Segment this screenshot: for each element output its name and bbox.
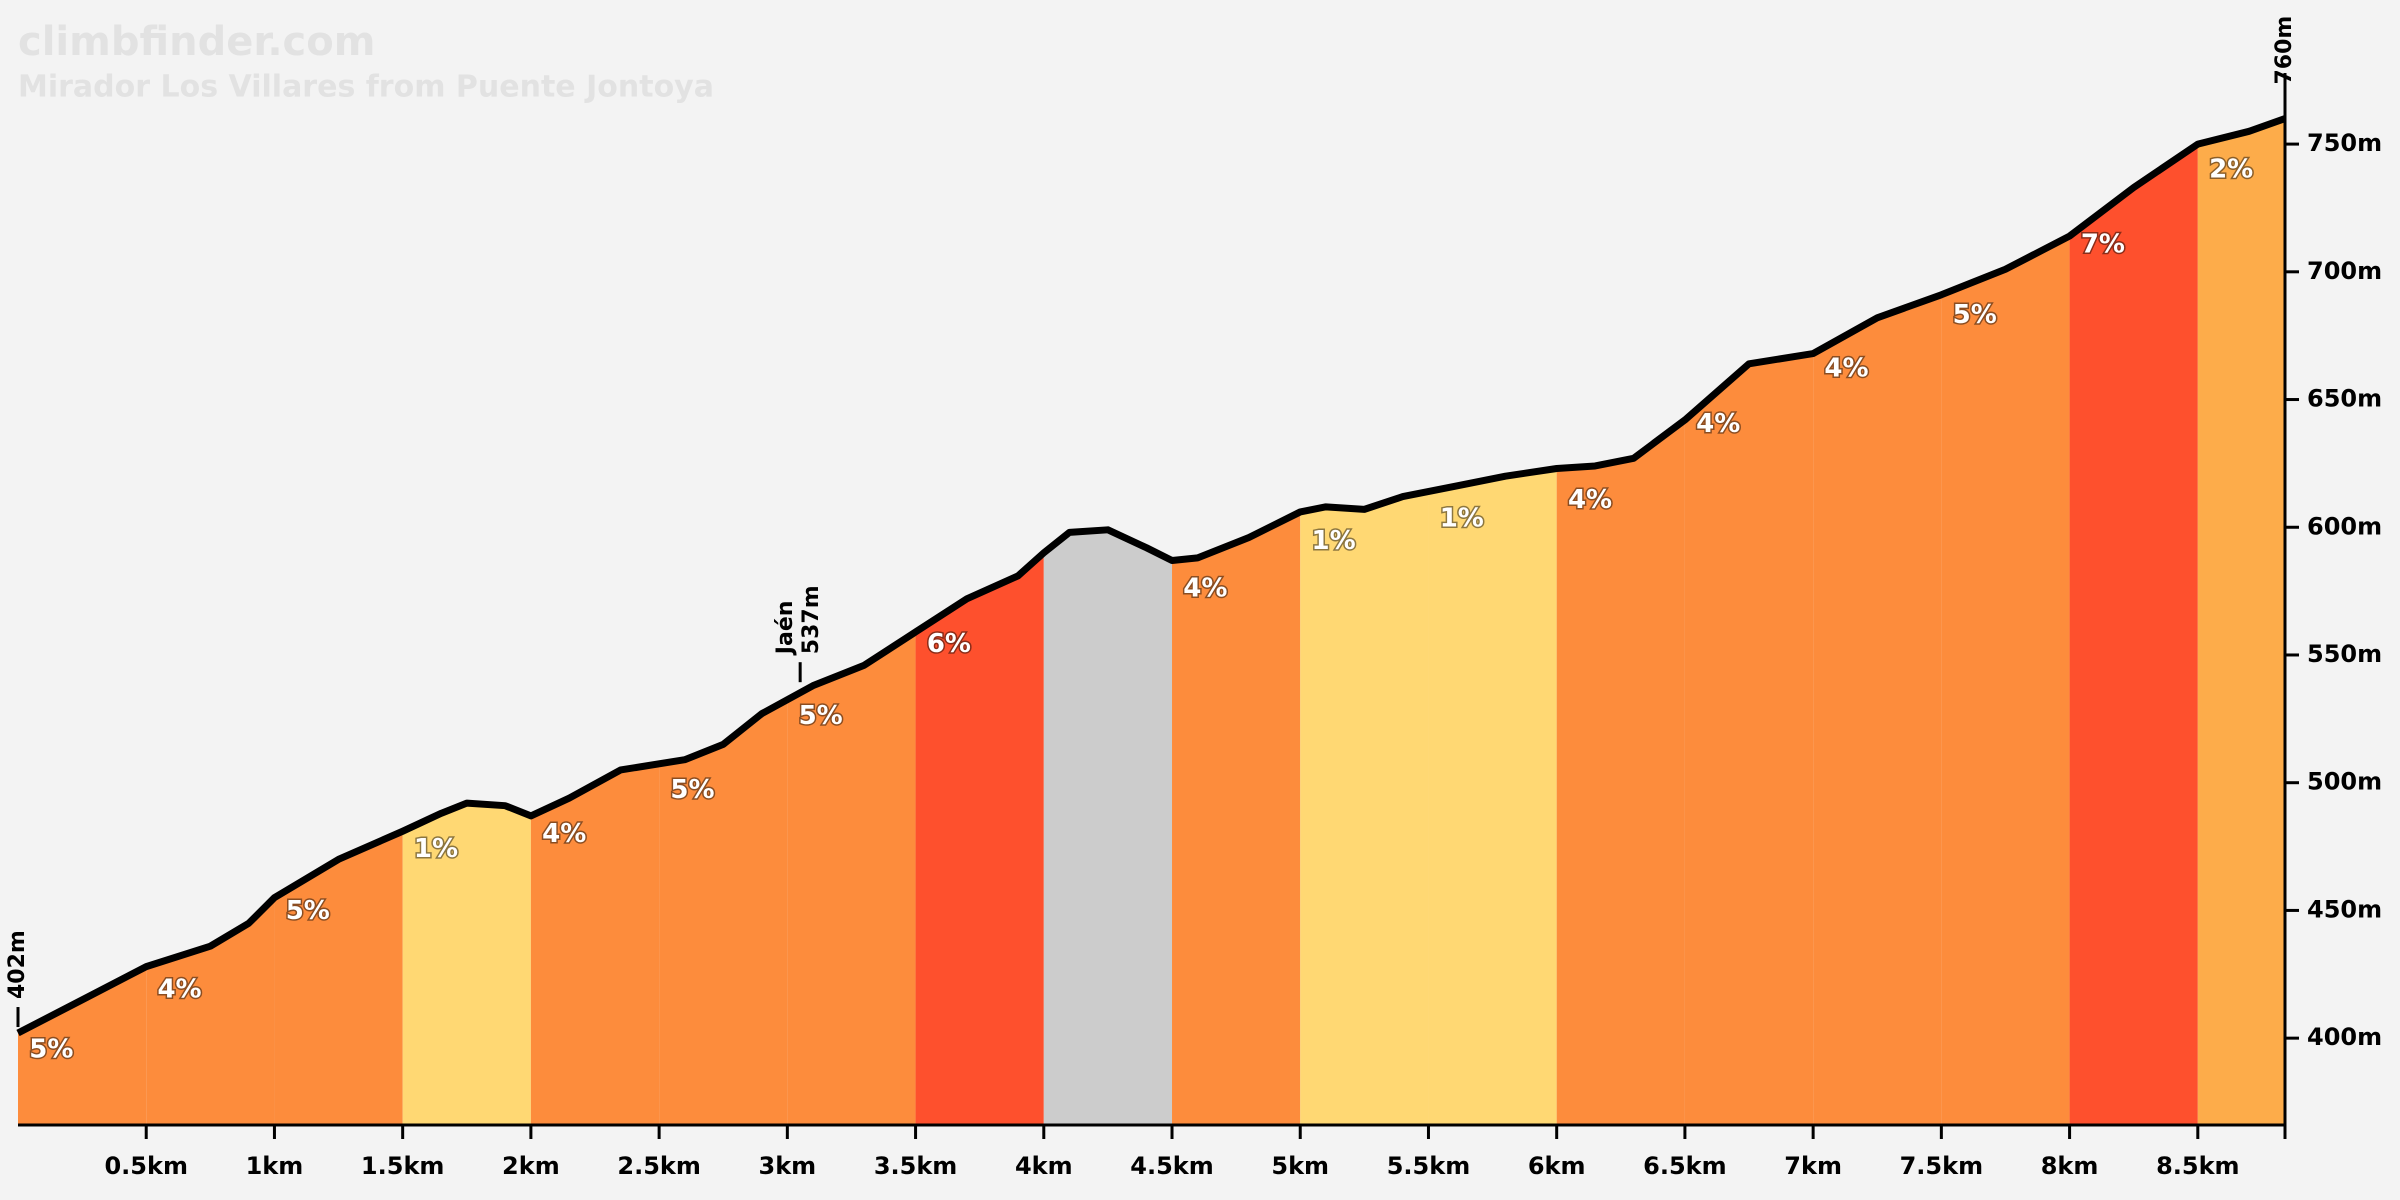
x-tick-label: 8km	[2041, 1152, 2099, 1180]
gradient-label: 4%	[1183, 573, 1227, 603]
gradient-segment	[2197, 118, 2285, 1125]
gradient-segment	[1300, 491, 1429, 1125]
gradient-label: 4%	[542, 819, 586, 849]
gradient-label: 5%	[286, 896, 330, 926]
y-tick-label: 500m	[2307, 768, 2382, 796]
gradient-segment	[1428, 468, 1557, 1125]
gradient-label: 5%	[1953, 300, 1997, 330]
gradient-segment	[1813, 294, 1942, 1125]
gradient-label: 1%	[1311, 526, 1355, 556]
gradient-label: 4%	[1824, 353, 1868, 383]
gradient-label: 5%	[670, 775, 714, 805]
annotation-value: 760m	[2272, 16, 2297, 85]
gradient-label: 6%	[927, 629, 971, 659]
y-tick-label: 550m	[2307, 640, 2382, 668]
gradient-label: 1%	[414, 834, 458, 864]
y-tick-label: 650m	[2307, 385, 2382, 413]
gradient-label: 1%	[1440, 503, 1484, 533]
gradient-segment	[1043, 529, 1173, 1125]
gradient-segment	[402, 803, 531, 1125]
x-tick-label: 6.5km	[1643, 1152, 1726, 1180]
y-tick-label: 400m	[2307, 1023, 2382, 1051]
gradient-segment	[1941, 236, 2070, 1125]
gradient-label: 5%	[799, 701, 843, 731]
profile-line	[16, 115, 2287, 1037]
x-tick-label: 3km	[759, 1152, 817, 1180]
gradient-label: 4%	[1568, 485, 1612, 515]
gradient-segment	[274, 831, 403, 1125]
y-tick-label: 600m	[2307, 512, 2382, 540]
gradient-segment	[1684, 353, 1814, 1125]
x-tick-label: 7.5km	[1900, 1152, 1983, 1180]
chart-title: climbfinder.com	[18, 19, 375, 65]
gradient-segment	[530, 763, 660, 1125]
gradient-segment	[18, 966, 147, 1125]
x-tick-label: 1km	[246, 1152, 304, 1180]
x-tick-label: 5km	[1271, 1152, 1329, 1180]
x-tick-label: 7km	[1784, 1152, 1842, 1180]
x-tick-label: 2.5km	[617, 1152, 700, 1180]
annotation-value: 402m	[5, 930, 30, 999]
gradient-segment	[659, 699, 788, 1125]
x-tick-label: 4km	[1015, 1152, 1073, 1180]
x-tick-label: 0.5km	[104, 1152, 187, 1180]
gradient-label: 5%	[29, 1034, 73, 1064]
gradient-label: 4%	[157, 974, 201, 1004]
gradient-label: 7%	[2081, 229, 2125, 259]
gradient-segment	[1172, 511, 1301, 1126]
x-tick-label: 3.5km	[874, 1152, 957, 1180]
x-tick-label: 8.5km	[2156, 1152, 2239, 1180]
y-tick-label: 700m	[2307, 257, 2382, 285]
gradient-segment	[1556, 419, 1685, 1125]
y-tick-label: 750m	[2307, 129, 2382, 157]
annotation-value: 537m	[799, 585, 824, 654]
x-tick-label: 2km	[502, 1152, 560, 1180]
annotation-name: Jaén	[773, 601, 798, 657]
gradient-segment	[787, 631, 916, 1125]
x-tick-label: 5.5km	[1387, 1152, 1470, 1180]
gradient-segment	[146, 897, 275, 1125]
y-tick-label: 450m	[2307, 895, 2382, 923]
chart-subtitle: Mirador Los Villares from Puente Jontoya	[18, 70, 714, 105]
x-tick-label: 4.5km	[1130, 1152, 1213, 1180]
gradient-segment	[915, 552, 1044, 1125]
x-tick-label: 6km	[1528, 1152, 1586, 1180]
gradient-label: 4%	[1696, 409, 1740, 439]
x-tick-label: 1.5km	[361, 1152, 444, 1180]
gradient-segment	[2069, 144, 2198, 1125]
gradient-label: 2%	[2209, 154, 2253, 184]
